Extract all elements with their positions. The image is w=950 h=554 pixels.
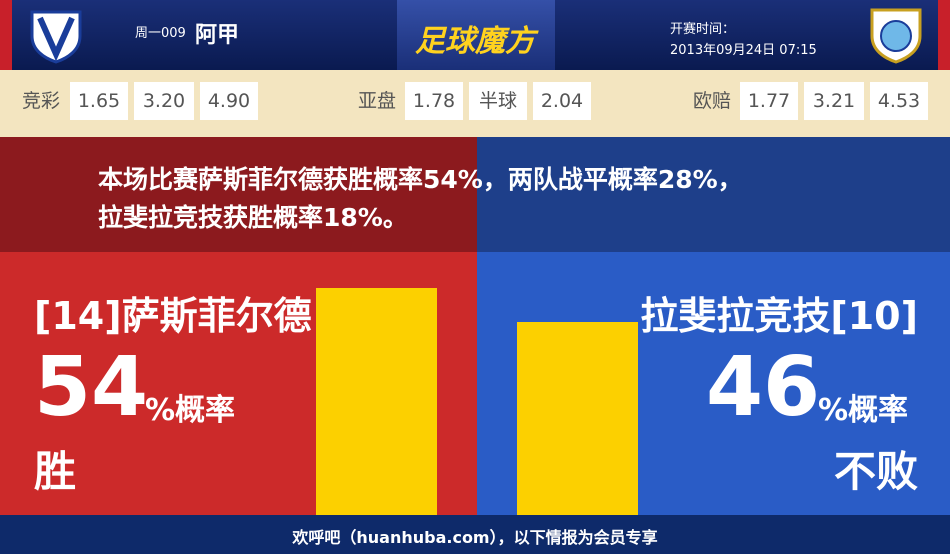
odds-value: 4.90 <box>200 82 258 120</box>
odds-label: 亚盘 <box>358 90 397 112</box>
probability-bar <box>316 288 437 515</box>
home-verdict: 胜 <box>34 447 77 496</box>
probability-bar <box>517 321 638 515</box>
home-percent: 54 <box>34 340 149 435</box>
away-verdict: 不败 <box>833 447 918 496</box>
kickoff-label: 开赛时间： <box>670 22 736 37</box>
panel-top-left <box>0 137 477 252</box>
home-logo <box>30 10 82 64</box>
odds-value: 2.04 <box>533 82 591 120</box>
odds-value: 3.21 <box>804 82 864 120</box>
match-no: 周一009 <box>135 26 186 41</box>
away-logo <box>870 8 922 64</box>
kickoff-time: 2013年09月24日 07:15 <box>670 43 817 58</box>
home-name: [14]萨斯菲尔德 <box>34 294 312 338</box>
odds-value: 1.78 <box>405 82 463 120</box>
summary-line: 拉斐拉竞技获胜概率18%。 <box>98 203 408 232</box>
league: 阿甲 <box>195 23 240 48</box>
footer-bar <box>0 515 950 554</box>
odds-label: 竞彩 <box>22 90 61 112</box>
odds-value: 3.20 <box>134 82 194 120</box>
footer: 欢呼吧（huanhuba.com），以下情报为会员专享 <box>292 528 658 547</box>
odds-label: 欧赔 <box>693 90 732 112</box>
away-percent: 46 <box>706 340 821 435</box>
odds-value: 1.65 <box>70 82 128 120</box>
accent <box>0 0 12 70</box>
accent <box>938 0 950 70</box>
panel-top-right <box>477 137 950 252</box>
brand: 足球魔方 <box>415 24 535 59</box>
away-unit: %概率 <box>818 393 909 428</box>
summary-line: 本场比赛萨斯菲尔德获胜概率54%，两队战平概率28%， <box>98 165 743 194</box>
odds-value: 半球 <box>469 82 527 120</box>
brand-panel <box>397 0 555 70</box>
odds-value: 4.53 <box>870 82 928 120</box>
away-name: 拉斐拉竞技[10] <box>640 294 918 338</box>
odds-value: 1.77 <box>740 82 798 120</box>
home-unit: %概率 <box>145 393 236 428</box>
